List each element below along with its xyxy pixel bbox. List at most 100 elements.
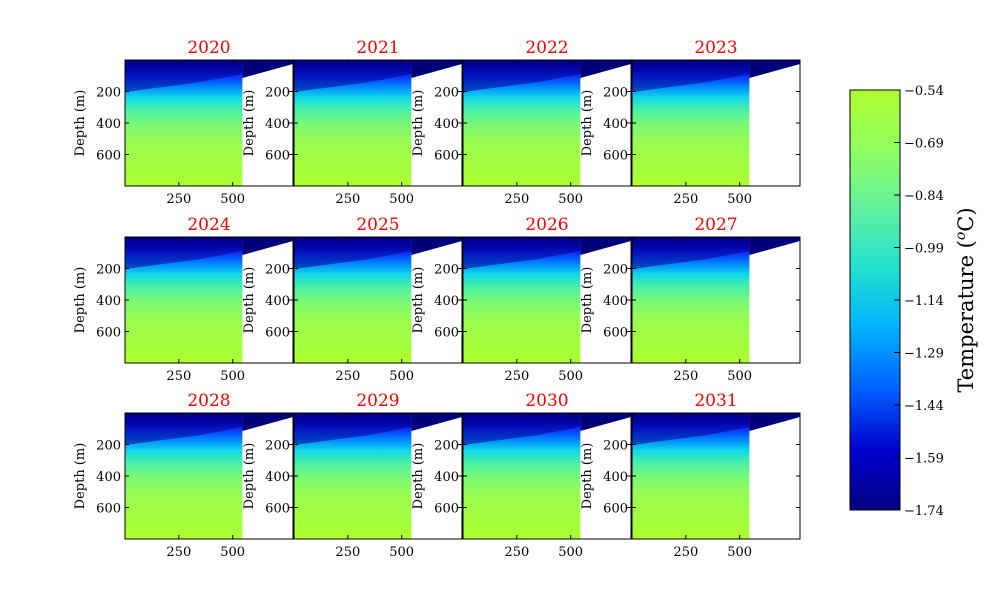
y-tick-label: 200 [434, 263, 459, 278]
y-tick-label: 200 [96, 439, 121, 454]
panel-2031: 2031 250 500 200 400 600 Depth (m) [580, 391, 801, 560]
shelf-surface [242, 237, 293, 255]
y-tick-label: 600 [96, 326, 121, 341]
colorbar-fill [850, 90, 900, 510]
y-tick-label: 400 [96, 117, 121, 132]
colorbar-tick-label: −0.84 [904, 189, 944, 204]
x-tick-label: 250 [504, 369, 529, 384]
panel-title: 2021 [356, 38, 399, 58]
y-tick-label: 600 [434, 326, 459, 341]
y-tick-label: 200 [434, 439, 459, 454]
cold-surface-layer [125, 413, 243, 445]
panel-2024: 2024 250 500 200 400 600 Depth (m) [73, 215, 294, 384]
panel-title: 2020 [187, 38, 230, 58]
colorbar-label: Temperature (oC) [953, 207, 978, 392]
y-tick-label: 200 [265, 439, 290, 454]
panel-title: 2023 [694, 38, 737, 58]
y-tick-label: 400 [603, 117, 628, 132]
cold-surface-layer [463, 60, 581, 92]
x-tick-label: 250 [335, 545, 360, 560]
cold-surface-layer [632, 237, 750, 269]
x-tick-label: 500 [558, 545, 583, 560]
y-tick-label: 600 [603, 149, 628, 164]
colorbar-tick-label: −1.14 [904, 294, 944, 309]
panel-2022: 2022 250 500 200 400 600 Depth (m) [411, 38, 632, 207]
y-axis-label: Depth (m) [73, 267, 88, 334]
y-tick-label: 400 [96, 470, 121, 485]
panel-title: 2027 [694, 215, 737, 235]
x-tick-label: 500 [220, 192, 245, 207]
cold-surface-layer [125, 60, 243, 92]
y-tick-label: 200 [603, 86, 628, 101]
x-tick-label: 250 [166, 192, 191, 207]
x-tick-label: 250 [504, 192, 529, 207]
shelf-surface [749, 60, 800, 78]
cold-surface-layer [294, 237, 412, 269]
y-tick-label: 400 [265, 117, 290, 132]
x-tick-label: 250 [335, 369, 360, 384]
x-tick-label: 250 [673, 192, 698, 207]
panel-title: 2025 [356, 215, 399, 235]
y-tick-label: 200 [265, 86, 290, 101]
y-axis-label: Depth (m) [580, 443, 595, 510]
y-tick-label: 600 [434, 502, 459, 517]
y-tick-label: 600 [603, 502, 628, 517]
x-tick-label: 500 [389, 545, 414, 560]
x-tick-label: 250 [673, 545, 698, 560]
panel-2028: 2028 250 500 200 400 600 Depth (m) [73, 391, 294, 560]
panel-title: 2031 [694, 391, 737, 411]
y-tick-label: 400 [434, 117, 459, 132]
y-tick-label: 400 [96, 294, 121, 309]
x-tick-label: 500 [389, 192, 414, 207]
y-axis-label: Depth (m) [73, 443, 88, 510]
x-tick-label: 250 [166, 369, 191, 384]
y-tick-label: 200 [96, 263, 121, 278]
colorbar-tick-label: −0.99 [904, 242, 944, 257]
y-tick-label: 400 [434, 470, 459, 485]
y-axis-label: Depth (m) [242, 267, 257, 334]
shelf-surface [242, 60, 293, 78]
colorbar-tick-label: −1.29 [904, 347, 944, 362]
colorbar: −0.54 −0.69 −0.84 −0.99 −1.14 −1.29 −1.44 −1.59… [849, 84, 978, 519]
y-tick-label: 200 [434, 86, 459, 101]
y-tick-label: 600 [265, 502, 290, 517]
x-tick-label: 500 [727, 369, 752, 384]
shelf-surface [580, 237, 631, 255]
cold-surface-layer [294, 60, 412, 92]
y-tick-label: 400 [265, 470, 290, 485]
cold-surface-layer [632, 60, 750, 92]
panel-title: 2030 [525, 391, 568, 411]
panel-title: 2028 [187, 391, 230, 411]
panel-title: 2022 [525, 38, 568, 58]
x-tick-label: 500 [727, 192, 752, 207]
colorbar-tick-label: −1.59 [904, 452, 944, 467]
panel-title: 2026 [525, 215, 568, 235]
x-tick-label: 500 [389, 369, 414, 384]
colorbar-tick-label: −1.74 [904, 504, 944, 519]
y-tick-label: 400 [434, 294, 459, 309]
panel-2030: 2030 250 500 200 400 600 Depth (m) [411, 391, 632, 560]
y-tick-label: 600 [96, 149, 121, 164]
shelf-surface [411, 60, 462, 78]
y-axis-label: Depth (m) [242, 90, 257, 157]
x-tick-label: 250 [335, 192, 360, 207]
y-tick-label: 200 [603, 263, 628, 278]
colorbar-tick-label: −0.54 [904, 84, 944, 99]
y-tick-label: 600 [265, 149, 290, 164]
colorbar-tick-label: −0.69 [904, 137, 944, 152]
y-tick-label: 200 [265, 263, 290, 278]
colorbar-tick-label: −1.44 [904, 399, 944, 414]
y-tick-label: 600 [434, 149, 459, 164]
x-tick-label: 250 [673, 369, 698, 384]
y-tick-label: 400 [265, 294, 290, 309]
panel-title: 2024 [187, 215, 230, 235]
cold-surface-layer [294, 413, 412, 445]
shelf-surface [580, 60, 631, 78]
subplot-grid: 2020 250 500 200 400 600 Depth (m) 2021 250 500 20… [73, 38, 801, 560]
shelf-surface [749, 237, 800, 255]
cold-surface-layer [463, 237, 581, 269]
y-tick-label: 200 [96, 86, 121, 101]
x-tick-label: 500 [220, 545, 245, 560]
cold-surface-layer [632, 413, 750, 445]
